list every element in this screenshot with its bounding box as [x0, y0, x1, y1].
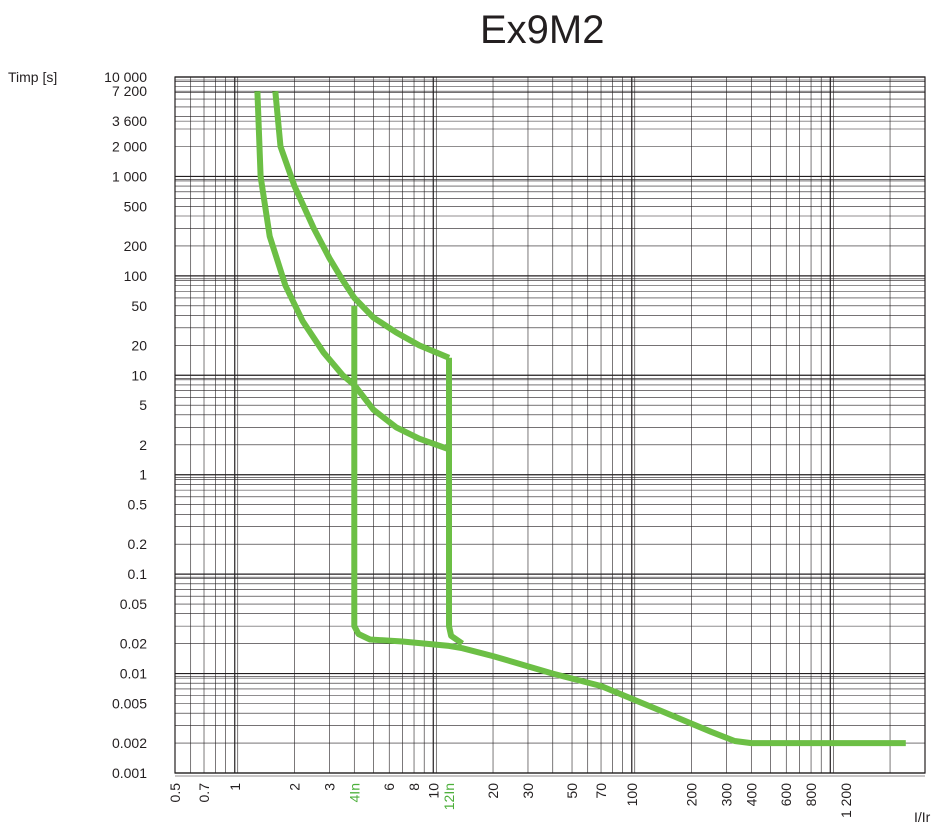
y-tick-label: 500	[124, 198, 148, 214]
y-tick-label: 200	[124, 238, 148, 254]
x-tick-label: 10	[425, 783, 441, 799]
plot-frame	[174, 76, 926, 774]
y-tick-label: 7 200	[112, 83, 147, 99]
y-axis-label: Timp [s]	[8, 69, 57, 85]
y-tick-label: 20	[131, 337, 147, 353]
x-tick-label: 100	[624, 783, 640, 807]
x-tick-label: 0.5	[167, 783, 183, 803]
x-tick-label: 70	[593, 783, 609, 799]
x-tick-label: 800	[803, 783, 819, 807]
y-tick-label: 0.5	[128, 497, 148, 513]
x-tick-label: 200	[684, 783, 700, 807]
y-tick-label: 0.1	[128, 566, 148, 582]
trip-curve-4	[446, 357, 465, 647]
x-tick-label: 400	[743, 783, 759, 807]
x-tick-label: 6	[381, 783, 397, 791]
y-tick-label: 0.02	[120, 636, 147, 652]
y-tick-label: 50	[131, 298, 147, 314]
x-tick-label: 4In	[346, 783, 362, 802]
x-tick-label: 3	[321, 783, 337, 791]
chart-title: Ex9M2	[480, 8, 605, 52]
y-tick-label: 0.01	[120, 666, 147, 682]
x-tick-label: 30	[520, 783, 536, 799]
x-tick-label: 300	[718, 783, 734, 807]
y-tick-label: 100	[124, 268, 148, 284]
y-tick-label: 1	[139, 467, 147, 483]
x-tick-labels: 0.5 0.7 1 2 3 4In 6 8 10 12In 20 30 50 70 100 200 300 400…	[167, 783, 854, 818]
x-tick-label: 20	[485, 783, 501, 799]
x-tick-label: 1 200	[838, 783, 854, 818]
x-axis-label: I/Ir	[914, 809, 931, 825]
y-tick-label: 2	[139, 437, 147, 453]
trip-curve-2	[272, 90, 451, 361]
y-tick-label: 5	[139, 397, 147, 413]
x-tick-label: 0.7	[196, 783, 212, 803]
y-tick-label: 0.005	[112, 696, 147, 712]
x-tick-label: 600	[778, 783, 794, 807]
y-tick-label: 10	[131, 367, 147, 383]
trip-curve-1	[254, 91, 451, 453]
trip-curves	[254, 90, 906, 747]
y-tick-label: 0.001	[112, 765, 147, 781]
y-tick-label: 0.2	[128, 536, 148, 552]
y-tick-label: 10 000	[104, 69, 147, 85]
x-tick-label: 8	[406, 783, 422, 791]
y-tick-label: 1 000	[112, 168, 147, 184]
x-tick-label: 12In	[441, 783, 457, 810]
x-tick-label: 1	[227, 783, 243, 791]
y-tick-label: 0.002	[112, 735, 147, 751]
y-tick-label: 2 000	[112, 138, 147, 154]
y-tick-label: 3 600	[112, 113, 147, 129]
x-tick-label: 50	[564, 783, 580, 799]
trip-curve-3	[351, 305, 906, 747]
x-tick-label: 2	[287, 783, 303, 791]
y-tick-label: 0.05	[120, 596, 147, 612]
